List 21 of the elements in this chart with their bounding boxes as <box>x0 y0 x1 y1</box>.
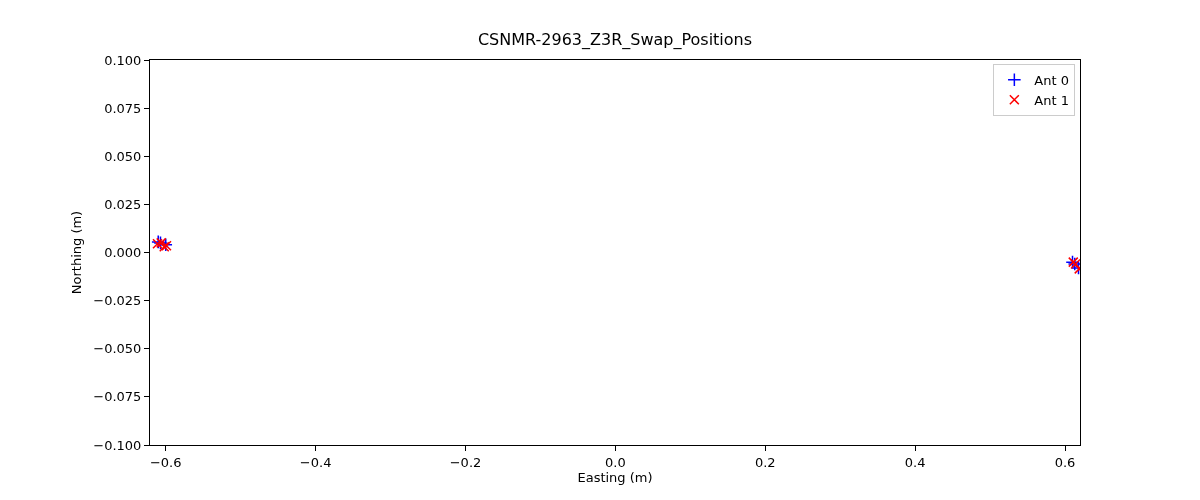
x-tick-label: 0.0 <box>605 454 626 470</box>
x-tick-label: 0.6 <box>1054 454 1076 470</box>
chart-title: CSNMR-2963_Z3R_Swap_Positions <box>477 30 753 50</box>
y-tick-label: 0.100 <box>104 52 142 68</box>
y-tick-label: 0.075 <box>104 100 142 116</box>
x-tick-label: 0.2 <box>754 454 776 470</box>
x-axis-title: Easting (m) <box>577 470 653 486</box>
y-tick-label: 0.000 <box>104 245 142 261</box>
y-tick-label: 0.050 <box>104 148 142 164</box>
x-tick-label: −0.2 <box>449 454 482 470</box>
x-tick-label: 0.4 <box>904 454 926 470</box>
legend-label: Ant 0 <box>1034 72 1069 88</box>
y-tick-label: −0.050 <box>93 341 142 357</box>
legend-label: Ant 1 <box>1034 92 1069 108</box>
y-tick-label: 0.025 <box>104 196 142 212</box>
y-axis-title: Northing (m) <box>69 210 85 295</box>
x-tick-label: −0.4 <box>299 454 332 470</box>
y-tick-label: −0.075 <box>93 389 142 405</box>
x-tick-label: −0.6 <box>149 454 182 470</box>
y-tick-label: −0.100 <box>93 437 142 453</box>
y-tick-label: −0.025 <box>93 293 142 309</box>
